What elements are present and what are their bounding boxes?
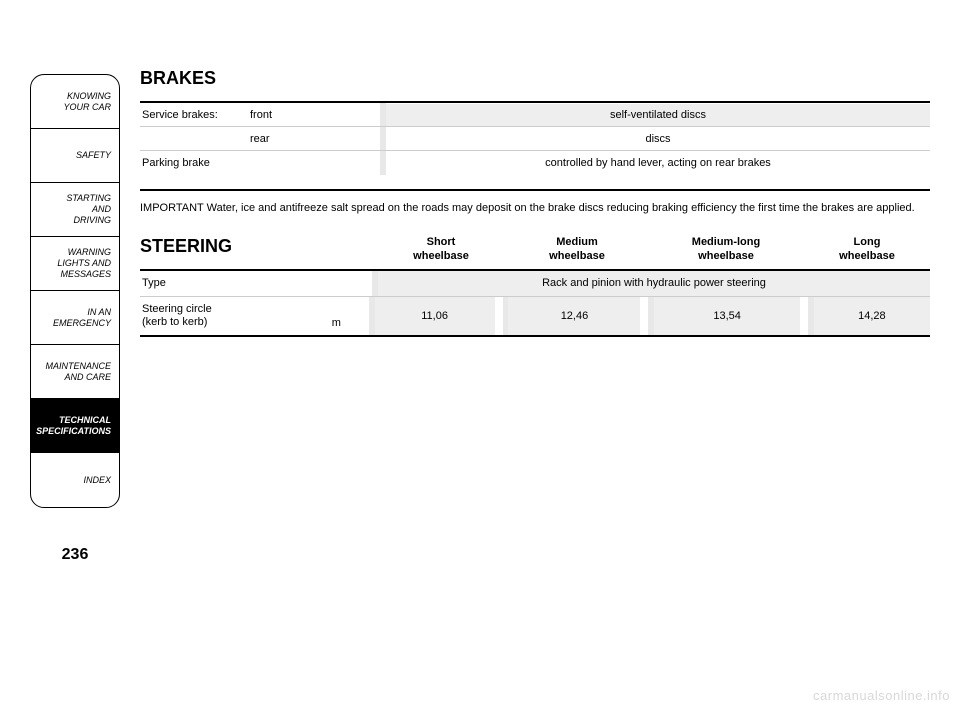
rule: [140, 189, 930, 191]
steering-row-circle: Steering circle (kerb to kerb) m 11,06 1…: [140, 297, 930, 335]
brakes-sub: front: [250, 109, 360, 121]
rule: [140, 335, 930, 337]
steering-circle-label: Steering circle (kerb to kerb): [140, 297, 307, 335]
brakes-label: Parking brake: [140, 157, 250, 169]
tab-index[interactable]: INDEX: [31, 453, 119, 507]
brakes-table: Service brakes: front self-ventilated di…: [140, 103, 930, 175]
steering-circle-unit: m: [307, 297, 346, 335]
tab-in-an-emergency[interactable]: IN AN EMERGENCY: [31, 291, 119, 345]
tab-safety[interactable]: SAFETY: [31, 129, 119, 183]
steering-col-short: Short wheelbase: [380, 236, 502, 262]
tab-maintenance-and-care[interactable]: MAINTENANCE AND CARE: [31, 345, 119, 399]
steering-col-medium-long: Medium-long wheelbase: [652, 236, 800, 262]
brakes-value: controlled by hand lever, acting on rear…: [386, 152, 930, 174]
steering-type-label: Type: [140, 271, 310, 296]
brakes-note: IMPORTANT Water, ice and antifreeze salt…: [140, 201, 930, 216]
steering-circle-medium-long: 13,54: [654, 297, 800, 335]
brakes-value: discs: [386, 128, 930, 150]
brakes-label: Service brakes:: [140, 109, 250, 121]
tab-warning-lights-and-messages[interactable]: WARNING LIGHTS AND MESSAGES: [31, 237, 119, 291]
watermark: carmanualsonline.info: [813, 688, 950, 703]
main-content: BRAKES Service brakes: front self-ventil…: [140, 68, 930, 337]
steering-title: STEERING: [140, 236, 372, 257]
brakes-row-parking: Parking brake controlled by hand lever, …: [140, 151, 930, 175]
steering-header: STEERING Short wheelbase Medium wheelbas…: [140, 236, 930, 262]
sidebar-nav: KNOWING YOUR CAR SAFETY STARTING AND DRI…: [30, 74, 120, 508]
page-number: 236: [30, 546, 120, 564]
steering-col-long: Long wheelbase: [808, 236, 926, 262]
brakes-value: self-ventilated discs: [386, 104, 930, 126]
steering-type-value: Rack and pinion with hydraulic power ste…: [378, 271, 930, 296]
steering-circle-long: 14,28: [814, 297, 930, 335]
sidebar-tabs: KNOWING YOUR CAR SAFETY STARTING AND DRI…: [30, 74, 120, 508]
steering-row-type: Type Rack and pinion with hydraulic powe…: [140, 271, 930, 297]
tab-technical-specifications[interactable]: TECHNICAL SPECIFICATIONS: [31, 399, 119, 453]
brakes-sub: rear: [250, 133, 360, 145]
steering-circle-medium: 12,46: [508, 297, 640, 335]
brakes-row-front: Service brakes: front self-ventilated di…: [140, 103, 930, 127]
tab-knowing-your-car[interactable]: KNOWING YOUR CAR: [31, 75, 119, 129]
steering-col-medium: Medium wheelbase: [510, 236, 644, 262]
steering-circle-short: 11,06: [375, 297, 495, 335]
tab-starting-and-driving[interactable]: STARTING AND DRIVING: [31, 183, 119, 237]
brakes-row-rear: rear discs: [140, 127, 930, 151]
brakes-title: BRAKES: [140, 68, 930, 89]
